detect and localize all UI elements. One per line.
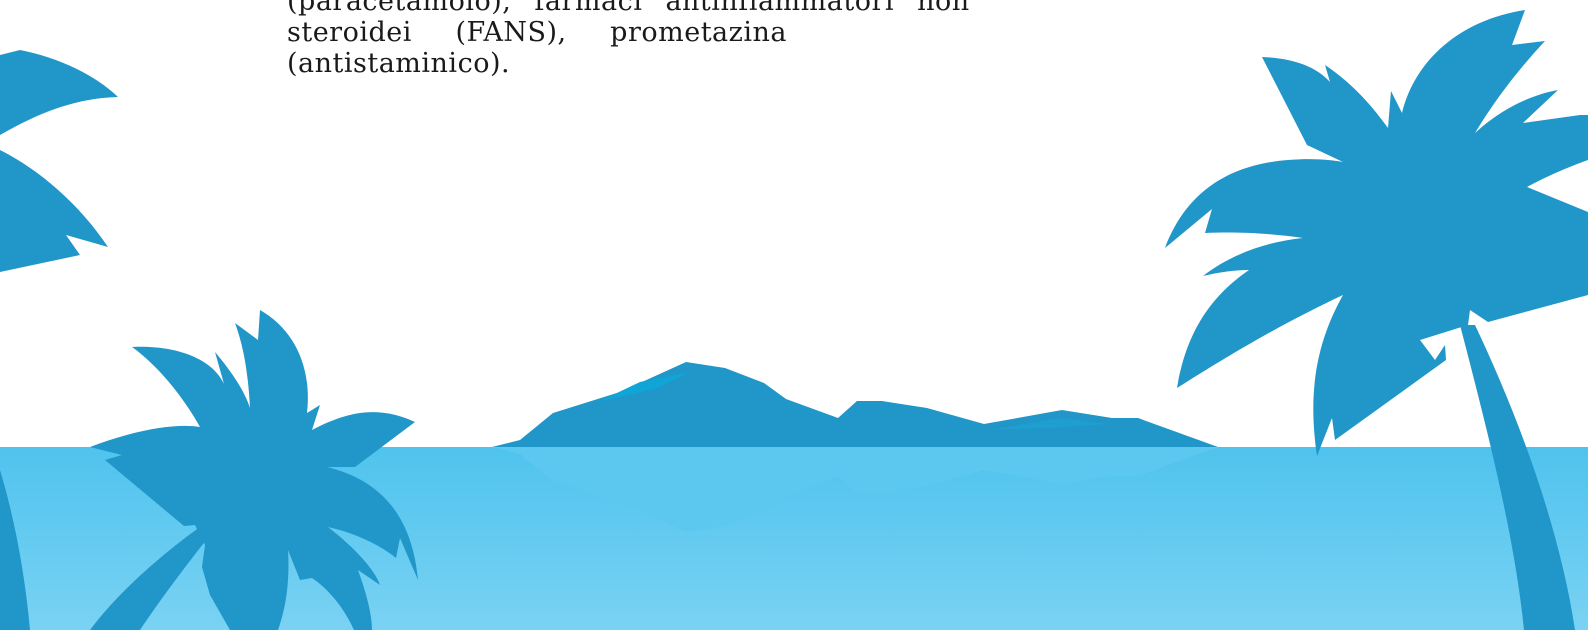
palm-tree-small [90,310,418,630]
text-line: (antistaminico). [287,48,511,79]
palm-tree-large [1165,10,1588,630]
island-reflection [492,447,1218,532]
island [492,362,1218,447]
text-line: steroidei (FANS), prometazina [287,17,787,48]
palm-tree-left-edge [0,50,118,630]
medication-text: (paracetamolo), farmaci antinfiammatori … [287,0,970,79]
text-line: (paracetamolo), farmaci antinfiammatori … [287,0,970,17]
